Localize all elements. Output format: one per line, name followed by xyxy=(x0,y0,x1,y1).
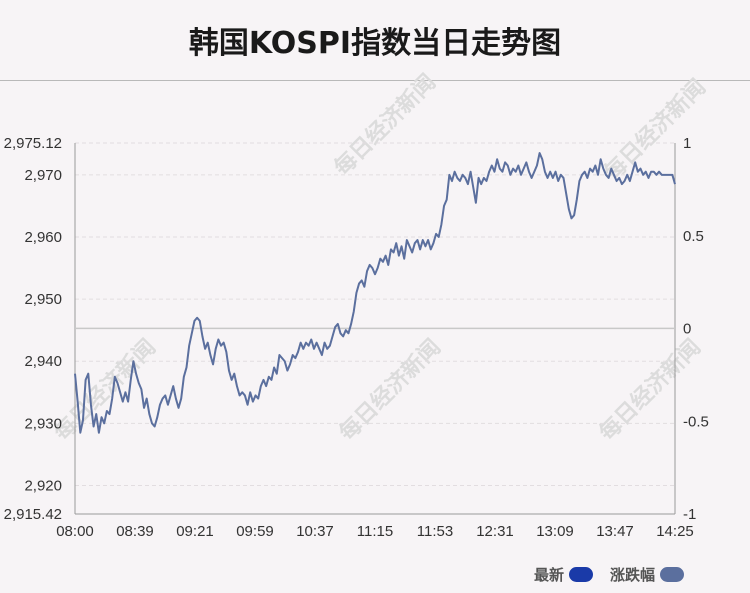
legend-item-change[interactable]: 涨跌幅 xyxy=(610,562,685,586)
right-tick-label: 1 xyxy=(683,135,691,152)
y-tick-label: 2,975.12 xyxy=(4,135,62,152)
x-tick-label: 12:31 xyxy=(476,523,514,540)
watermark-text: 每日经济新闻 xyxy=(49,334,161,446)
x-tick-label: 09:59 xyxy=(236,523,274,540)
right-tick-label: -0.5 xyxy=(683,413,709,430)
y-tick-label: 2,970 xyxy=(24,167,62,184)
x-tick-label: 08:00 xyxy=(56,523,94,540)
y-tick-label: 2,950 xyxy=(24,291,62,308)
y-tick-label: 2,960 xyxy=(24,229,62,246)
legend-swatch-latest xyxy=(569,566,594,582)
x-tick-label: 11:53 xyxy=(417,523,453,540)
right-tick-label: 0.5 xyxy=(683,228,704,245)
title-divider xyxy=(0,80,750,81)
x-tick-label: 09:21 xyxy=(176,523,214,540)
x-tick-label: 13:09 xyxy=(536,523,574,540)
legend-item-latest[interactable]: 最新 xyxy=(534,562,594,586)
y-tick-label: 2,930 xyxy=(24,415,62,432)
right-tick-label: -1 xyxy=(683,506,696,523)
right-tick-label: 0 xyxy=(683,321,691,338)
x-tick-label: 10:37 xyxy=(296,523,334,540)
series-line-latest xyxy=(74,152,676,434)
y-tick-label: 2,920 xyxy=(24,478,62,495)
legend-label-change: 涨跌幅 xyxy=(610,565,656,584)
watermark-text: 每日经济新闻 xyxy=(599,74,711,186)
legend-label-latest: 最新 xyxy=(534,565,565,584)
legend-swatch-change xyxy=(660,566,685,582)
x-tick-label: 08:39 xyxy=(116,523,154,540)
watermark-text: 每日经济新闻 xyxy=(329,69,441,181)
chart-title: 韩国KOSPI指数当日走势图 xyxy=(188,26,562,61)
x-tick-label: 11:15 xyxy=(357,523,393,540)
y-tick-label: 2,940 xyxy=(24,353,62,370)
y-tick-label: 2,915.42 xyxy=(4,506,62,523)
watermark-text: 每日经济新闻 xyxy=(334,334,446,446)
x-tick-label: 13:47 xyxy=(596,523,634,540)
x-tick-label: 14:25 xyxy=(656,523,694,540)
